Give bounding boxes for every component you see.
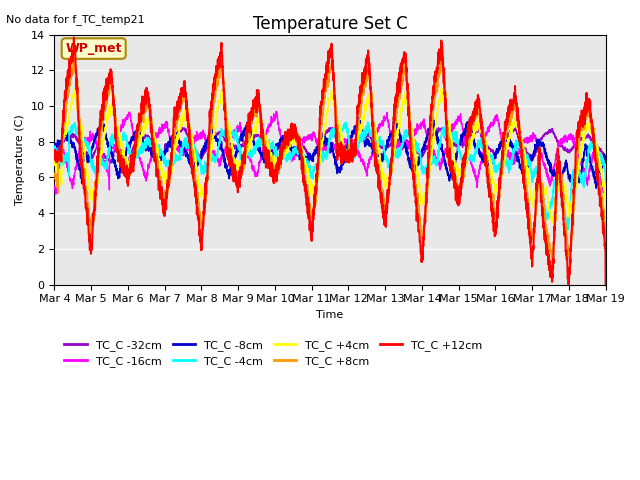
Title: Temperature Set C: Temperature Set C <box>253 15 407 33</box>
Legend: TC_C -32cm, TC_C -16cm, TC_C -8cm, TC_C -4cm, TC_C +4cm, TC_C +8cm, TC_C +12cm: TC_C -32cm, TC_C -16cm, TC_C -8cm, TC_C … <box>60 335 487 372</box>
X-axis label: Time: Time <box>316 310 344 320</box>
Text: No data for f_TC_temp21: No data for f_TC_temp21 <box>6 14 145 25</box>
Y-axis label: Temperature (C): Temperature (C) <box>15 114 25 205</box>
Text: WP_met: WP_met <box>65 42 122 55</box>
